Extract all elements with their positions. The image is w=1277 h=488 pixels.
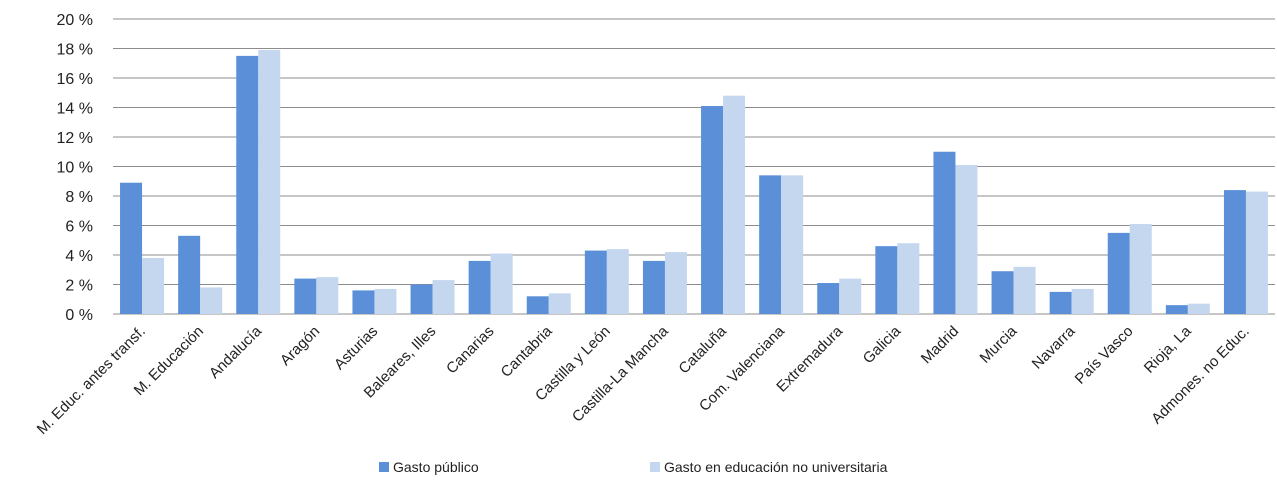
y-tick-label: 10 % <box>57 160 93 177</box>
bar-gasto-no-universitaria <box>839 278 862 314</box>
bar-gasto-publico <box>352 290 375 314</box>
x-category-label: Madrid <box>918 323 962 367</box>
y-tick-label: 14 % <box>57 101 93 118</box>
bar-gasto-no-universitaria <box>432 280 455 314</box>
bar-gasto-publico <box>817 283 840 314</box>
x-category-label: País Vasco <box>1072 323 1137 388</box>
x-category-label: Andalucía <box>206 322 266 382</box>
bar-gasto-no-universitaria <box>1071 288 1094 314</box>
bar-gasto-no-universitaria <box>606 249 629 314</box>
legend-label: Gasto en educación no universitaria <box>664 459 888 475</box>
bar-gasto-publico <box>410 284 433 314</box>
x-axis-category-labels: M. Educ. antes transf.M. EducaciónAndalu… <box>34 322 1253 438</box>
bar-gasto-no-universitaria <box>897 243 920 314</box>
x-category-label: Admones. no Educ. <box>1148 323 1253 428</box>
bar-gasto-publico <box>933 151 956 314</box>
bar-gasto-no-universitaria <box>490 253 513 314</box>
bar-gasto-publico <box>178 235 201 314</box>
bar-gasto-no-universitaria <box>1245 191 1268 314</box>
y-tick-label: 0 % <box>65 307 93 324</box>
bar-gasto-no-universitaria <box>955 165 978 314</box>
x-category-label: Murcia <box>977 322 1021 366</box>
x-category-label: M. Educ. antes transf. <box>34 323 149 438</box>
bar-gasto-publico <box>468 260 491 314</box>
x-category-label: Canarias <box>443 323 497 377</box>
y-tick-label: 18 % <box>57 42 93 59</box>
bars <box>120 49 1268 315</box>
bar-gasto-publico <box>120 182 143 314</box>
x-category-label: Cataluña <box>675 322 730 377</box>
bar-gasto-publico <box>526 296 549 314</box>
bar-gasto-no-universitaria <box>142 257 165 314</box>
bar-gasto-publico <box>759 175 782 314</box>
gridlines <box>113 18 1275 315</box>
x-category-label: Aragón <box>277 323 323 369</box>
legend-swatch <box>379 462 389 472</box>
bar-gasto-publico <box>294 278 317 314</box>
bar-gasto-publico <box>1165 305 1188 314</box>
bar-gasto-no-universitaria <box>664 252 687 314</box>
bar-gasto-publico <box>642 260 665 314</box>
bar-gasto-no-universitaria <box>1013 266 1036 314</box>
bar-gasto-no-universitaria <box>1129 224 1152 314</box>
x-category-label: Navarra <box>1029 322 1079 372</box>
bar-gasto-publico <box>1107 232 1130 314</box>
bar-gasto-publico <box>701 106 724 315</box>
legend-label: Gasto público <box>393 459 479 475</box>
legend: Gasto público Gasto en educación no unive… <box>379 459 888 475</box>
bar-gasto-no-universitaria <box>548 293 571 314</box>
bar-gasto-publico <box>236 55 259 314</box>
bar-gasto-no-universitaria <box>374 288 397 314</box>
bar-gasto-no-universitaria <box>200 287 223 314</box>
bar-gasto-publico <box>1223 190 1246 314</box>
x-category-label: Castilla-La Mancha <box>569 322 672 425</box>
x-category-label: Asturias <box>331 323 381 373</box>
y-tick-label: 16 % <box>57 71 93 88</box>
bar-gasto-publico <box>1049 291 1072 314</box>
bar-gasto-publico <box>584 250 607 314</box>
bar-gasto-no-universitaria <box>723 95 746 314</box>
y-axis-tick-labels: 0 % 2 % 4 % 6 % 8 % 10 % 12 % 14 % 16 % 18 % 20 % <box>57 12 93 324</box>
bar-gasto-no-universitaria <box>316 277 339 314</box>
y-tick-label: 4 % <box>65 248 93 265</box>
bar-gasto-no-universitaria <box>781 175 804 314</box>
bar-gasto-no-universitaria <box>1187 303 1210 314</box>
y-tick-label: 12 % <box>57 130 93 147</box>
y-tick-label: 2 % <box>65 278 93 295</box>
legend-swatch <box>650 462 660 472</box>
y-tick-label: 8 % <box>65 189 93 206</box>
bar-gasto-no-universitaria <box>258 49 281 314</box>
y-tick-label: 6 % <box>65 219 93 236</box>
x-category-label: Rioja, La <box>1141 322 1195 376</box>
x-category-label: Galicia <box>860 322 905 367</box>
x-category-label: Cantabria <box>498 322 556 380</box>
y-tick-label: 20 % <box>57 12 93 29</box>
bar-gasto-publico <box>991 271 1014 314</box>
bar-gasto-publico <box>875 246 898 314</box>
